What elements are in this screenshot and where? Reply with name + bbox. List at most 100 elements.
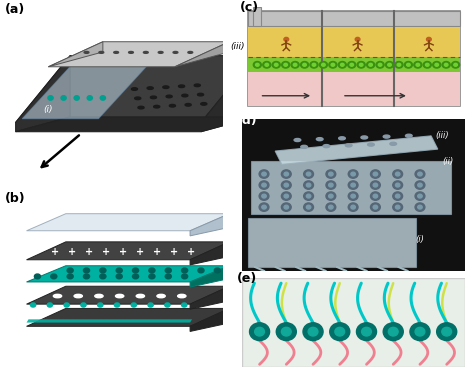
Ellipse shape xyxy=(323,145,330,148)
Circle shape xyxy=(51,274,57,279)
Circle shape xyxy=(330,323,350,341)
Circle shape xyxy=(328,194,333,198)
Circle shape xyxy=(182,274,188,279)
Bar xyxy=(253,7,261,26)
Circle shape xyxy=(348,203,358,211)
Text: +: + xyxy=(51,247,59,257)
Polygon shape xyxy=(190,286,229,309)
Ellipse shape xyxy=(95,294,103,298)
Circle shape xyxy=(348,181,358,189)
Circle shape xyxy=(83,274,90,279)
Circle shape xyxy=(312,63,316,66)
Bar xyxy=(248,27,460,57)
Circle shape xyxy=(395,62,403,68)
Circle shape xyxy=(48,96,53,100)
Circle shape xyxy=(395,183,400,187)
Circle shape xyxy=(282,203,291,211)
Polygon shape xyxy=(190,242,229,265)
Circle shape xyxy=(397,63,401,66)
Circle shape xyxy=(262,194,266,198)
Polygon shape xyxy=(275,136,438,164)
Circle shape xyxy=(98,303,103,307)
Ellipse shape xyxy=(368,143,374,146)
Circle shape xyxy=(304,192,313,200)
Ellipse shape xyxy=(185,104,191,106)
Ellipse shape xyxy=(135,97,141,99)
Text: (c): (c) xyxy=(239,1,259,14)
Ellipse shape xyxy=(138,106,144,109)
Circle shape xyxy=(284,37,289,41)
Ellipse shape xyxy=(178,294,186,298)
Ellipse shape xyxy=(157,294,165,298)
Circle shape xyxy=(100,274,106,279)
Text: (a): (a) xyxy=(5,3,25,16)
Polygon shape xyxy=(190,266,229,287)
Ellipse shape xyxy=(201,102,207,105)
Text: +: + xyxy=(85,247,93,257)
Circle shape xyxy=(47,303,53,307)
Circle shape xyxy=(81,303,86,307)
Circle shape xyxy=(404,62,412,68)
Circle shape xyxy=(393,181,402,189)
Circle shape xyxy=(284,205,289,209)
Circle shape xyxy=(30,303,36,307)
Circle shape xyxy=(282,327,291,336)
Circle shape xyxy=(393,192,402,200)
FancyBboxPatch shape xyxy=(248,217,416,267)
Circle shape xyxy=(326,170,336,178)
Text: +: + xyxy=(102,247,110,257)
Circle shape xyxy=(393,203,402,211)
Circle shape xyxy=(301,62,309,68)
Circle shape xyxy=(351,172,356,176)
Circle shape xyxy=(304,181,313,189)
Circle shape xyxy=(418,172,422,176)
Ellipse shape xyxy=(294,138,301,142)
Circle shape xyxy=(148,303,153,307)
Circle shape xyxy=(415,170,425,178)
Circle shape xyxy=(393,170,402,178)
Circle shape xyxy=(116,274,122,279)
Circle shape xyxy=(351,194,356,198)
Circle shape xyxy=(348,170,358,178)
Text: (d): (d) xyxy=(237,114,258,127)
Ellipse shape xyxy=(158,52,163,53)
Circle shape xyxy=(415,192,425,200)
Circle shape xyxy=(319,62,328,68)
Circle shape xyxy=(306,172,311,176)
Circle shape xyxy=(284,63,287,66)
Circle shape xyxy=(328,205,333,209)
Circle shape xyxy=(284,172,289,176)
Circle shape xyxy=(284,194,289,198)
Circle shape xyxy=(262,183,266,187)
Ellipse shape xyxy=(169,105,175,107)
Circle shape xyxy=(418,183,422,187)
FancyBboxPatch shape xyxy=(251,161,451,214)
Circle shape xyxy=(414,62,422,68)
Circle shape xyxy=(326,203,336,211)
Circle shape xyxy=(373,194,378,198)
Ellipse shape xyxy=(188,52,193,53)
Text: (i): (i) xyxy=(416,235,424,244)
Ellipse shape xyxy=(74,294,82,298)
Circle shape xyxy=(100,268,106,273)
Circle shape xyxy=(371,181,380,189)
Circle shape xyxy=(322,63,325,66)
Circle shape xyxy=(326,181,336,189)
Circle shape xyxy=(282,192,291,200)
Text: +: + xyxy=(136,247,144,257)
Ellipse shape xyxy=(154,105,160,108)
Circle shape xyxy=(198,268,204,273)
Text: (b): (b) xyxy=(5,192,26,205)
Polygon shape xyxy=(201,56,255,132)
Circle shape xyxy=(276,323,296,341)
Circle shape xyxy=(426,63,429,66)
Circle shape xyxy=(437,323,457,341)
Polygon shape xyxy=(48,42,229,67)
Ellipse shape xyxy=(114,52,118,53)
Circle shape xyxy=(262,172,266,176)
Ellipse shape xyxy=(84,52,89,53)
Circle shape xyxy=(304,170,313,178)
Circle shape xyxy=(35,274,40,279)
Circle shape xyxy=(378,63,382,66)
Circle shape xyxy=(395,205,400,209)
